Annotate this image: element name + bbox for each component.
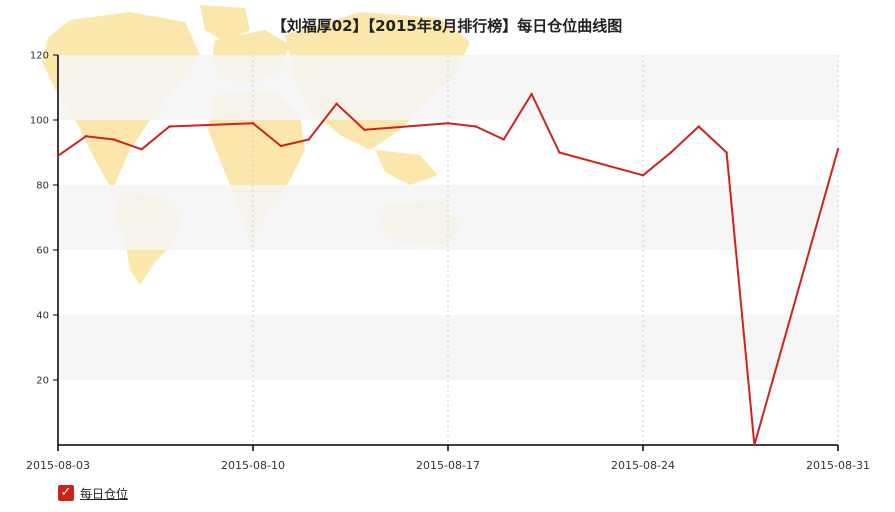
- x-axis-ticks: 2015-08-03 2015-08-10 2015-08-17 2015-08-24…: [26, 445, 870, 472]
- x-tick-label: 2015-08-24: [611, 459, 675, 472]
- data-point[interactable]: [140, 148, 143, 151]
- data-point[interactable]: [279, 144, 283, 148]
- x-tick-label: 2015-08-03: [26, 459, 90, 472]
- y-tick-label: 20: [36, 376, 49, 387]
- x-tick-label: 2015-08-17: [416, 459, 480, 472]
- map-greenland: [200, 5, 250, 42]
- data-point[interactable]: [363, 128, 366, 131]
- data-point[interactable]: [753, 443, 756, 447]
- data-point[interactable]: [474, 125, 478, 128]
- series-group: [56, 92, 840, 447]
- legend-label: 每日仓位: [80, 486, 129, 501]
- y-tick-label: 60: [36, 246, 49, 257]
- data-point[interactable]: [446, 122, 450, 125]
- map-southeast-asia: [375, 150, 438, 185]
- data-point[interactable]: [725, 151, 728, 154]
- checkmark-icon[interactable]: ✓: [58, 485, 74, 501]
- data-point[interactable]: [669, 151, 673, 154]
- data-point[interactable]: [836, 148, 840, 151]
- y-axis-ticks: 20 40 60 80 100 120: [30, 51, 58, 387]
- data-point[interactable]: [112, 138, 115, 141]
- vertical-gridlines: [252, 55, 839, 445]
- data-point[interactable]: [697, 125, 700, 128]
- data-point[interactable]: [56, 154, 60, 157]
- data-point[interactable]: [335, 102, 338, 105]
- data-point[interactable]: [558, 151, 561, 154]
- data-point[interactable]: [251, 122, 255, 125]
- x-tick-label: 2015-08-31: [806, 459, 870, 472]
- y-tick-label: 120: [30, 51, 49, 62]
- y-tick-label: 100: [30, 116, 49, 127]
- chart-title: 【刘福厚02】【2015年8月排行榜】每日仓位曲线图: [272, 17, 623, 35]
- y-tick-label: 40: [36, 311, 49, 322]
- x-tick-label: 2015-08-10: [221, 459, 285, 472]
- legend-item[interactable]: ✓ 每日仓位: [58, 484, 128, 502]
- data-point[interactable]: [307, 138, 310, 141]
- y-tick-label: 80: [36, 181, 49, 192]
- data-point[interactable]: [641, 174, 645, 177]
- data-point[interactable]: [168, 125, 171, 128]
- data-point[interactable]: [502, 138, 505, 141]
- map-africa: [208, 90, 305, 240]
- data-point[interactable]: [530, 92, 533, 96]
- data-point[interactable]: [84, 135, 88, 138]
